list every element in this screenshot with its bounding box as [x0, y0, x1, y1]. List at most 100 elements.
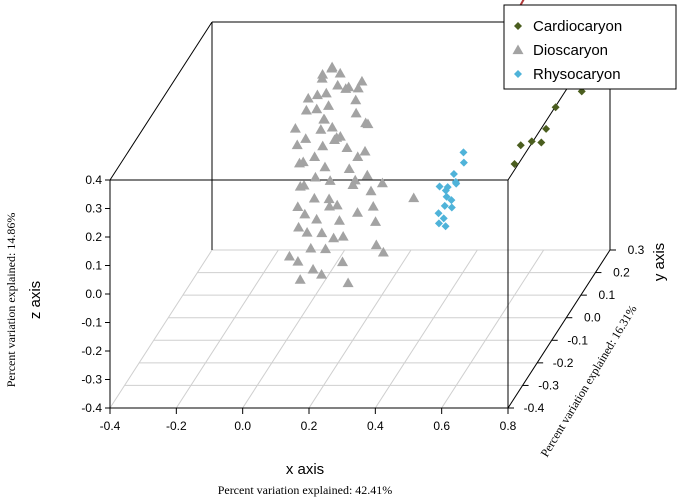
point-dioscaryon — [370, 216, 382, 226]
point-dioscaryon — [351, 207, 363, 217]
point-dioscaryon — [316, 73, 328, 83]
point-dioscaryon — [309, 151, 321, 162]
point-rhysocaryon — [441, 186, 450, 195]
data-points — [283, 19, 609, 288]
point-dioscaryon — [309, 171, 321, 182]
point-dioscaryon — [326, 62, 338, 73]
point-dioscaryon — [352, 82, 364, 93]
x-tick-label: 0.0 — [234, 419, 251, 433]
legend-marker-dioscaryon — [512, 44, 524, 55]
legend-label-rhysocaryon: Rhysocaryon — [533, 66, 621, 83]
legend-marker-rhysocaryon — [514, 70, 522, 78]
point-rhysocaryon — [459, 148, 468, 157]
z-tick-label: 0.2 — [85, 230, 102, 244]
y-tick-label: -0.3 — [538, 378, 559, 392]
grid-line-x — [109, 249, 213, 409]
point-dioscaryon — [376, 177, 388, 188]
point-rhysocaryon — [434, 209, 443, 218]
legend: Cardiocaryon Dioscaryon Rhysocaryon — [503, 4, 677, 90]
y-tick-label: 0.1 — [599, 288, 616, 302]
point-rhysocaryon — [440, 201, 449, 210]
point-rhysocaryon — [439, 214, 448, 223]
point-dioscaryon — [356, 75, 368, 86]
point-dioscaryon — [337, 256, 349, 267]
z-axis-subtitle: Percent variation explained: 14.86% — [4, 213, 18, 388]
point-dioscaryon — [318, 114, 330, 124]
point-dioscaryon — [294, 274, 306, 284]
point-dioscaryon — [319, 161, 331, 172]
grid-line-x — [374, 249, 478, 409]
point-dioscaryon — [359, 145, 371, 156]
y-axis-title: y axis — [651, 243, 668, 281]
x-tick-label: -0.2 — [166, 419, 187, 433]
point-dioscaryon — [333, 215, 345, 225]
point-dioscaryon — [299, 208, 311, 219]
point-cardiocaryon — [551, 103, 560, 112]
grid-line-x — [242, 249, 346, 409]
z-tick-label: -0.3 — [81, 373, 102, 387]
legend-markers — [512, 22, 524, 78]
z-tick-label: -0.4 — [81, 401, 102, 415]
point-rhysocaryon — [447, 203, 456, 212]
point-dioscaryon — [323, 193, 335, 204]
point-dioscaryon — [311, 213, 323, 224]
x-tick-label: 0.6 — [433, 419, 450, 433]
legend-marker-cardiocaryon — [514, 22, 522, 30]
point-rhysocaryon — [459, 158, 468, 167]
point-dioscaryon — [370, 239, 382, 250]
point-cardiocaryon — [510, 160, 519, 169]
point-dioscaryon — [361, 169, 373, 180]
point-dioscaryon — [320, 87, 332, 98]
point-dioscaryon — [294, 181, 306, 191]
point-dioscaryon — [289, 123, 301, 133]
point-dioscaryon — [352, 151, 364, 162]
box-edge — [109, 21, 213, 181]
floor-grid — [109, 249, 611, 409]
point-dioscaryon — [323, 100, 335, 110]
z-tick-label: 0.3 — [85, 202, 102, 216]
point-rhysocaryon — [449, 170, 458, 179]
z-tick-label: 0.4 — [85, 173, 102, 187]
x-tick-label: 0.2 — [301, 419, 318, 433]
point-dioscaryon — [317, 140, 329, 151]
point-dioscaryon — [350, 94, 362, 105]
point-dioscaryon — [316, 269, 328, 279]
z-tick-label: 0.0 — [85, 287, 102, 301]
legend-label-cardiocaryon: Cardiocaryon — [533, 18, 622, 35]
y-tick-label: -0.4 — [524, 401, 545, 415]
point-dioscaryon — [300, 133, 312, 143]
point-dioscaryon — [292, 255, 304, 266]
point-dioscaryon — [300, 104, 312, 115]
legend-box — [503, 4, 677, 90]
y-tick-label: -0.1 — [567, 333, 588, 347]
point-rhysocaryon — [442, 192, 451, 201]
y-tick-label: 0.0 — [584, 311, 601, 325]
legend-label-dioscaryon: Dioscaryon — [533, 42, 608, 59]
point-dioscaryon — [408, 192, 420, 203]
point-cardiocaryon — [516, 141, 525, 150]
point-dioscaryon — [283, 250, 295, 261]
point-dioscaryon — [367, 200, 379, 211]
point-dioscaryon — [293, 157, 305, 168]
point-dioscaryon — [377, 246, 389, 257]
point-dioscaryon — [341, 142, 353, 153]
grid-line-x — [441, 249, 545, 409]
point-dioscaryon — [315, 124, 327, 134]
point-rhysocaryon — [447, 196, 456, 205]
x-tick-label: 0.8 — [500, 419, 517, 433]
point-dioscaryon — [323, 200, 335, 211]
z-tick-label: -0.1 — [81, 316, 102, 330]
x-tick-label: 0.4 — [367, 419, 384, 433]
point-dioscaryon — [305, 242, 317, 253]
x-axis-title: x axis — [286, 461, 324, 478]
point-cardiocaryon — [537, 138, 546, 147]
point-dioscaryon — [332, 79, 344, 90]
point-dioscaryon — [320, 243, 332, 254]
point-dioscaryon — [362, 118, 374, 129]
point-dioscaryon — [311, 103, 323, 114]
point-rhysocaryon — [441, 222, 450, 231]
point-cardiocaryon — [527, 137, 536, 146]
z-axis-title: z axis — [27, 281, 44, 319]
point-dioscaryon — [307, 263, 319, 274]
point-rhysocaryon — [434, 219, 443, 228]
